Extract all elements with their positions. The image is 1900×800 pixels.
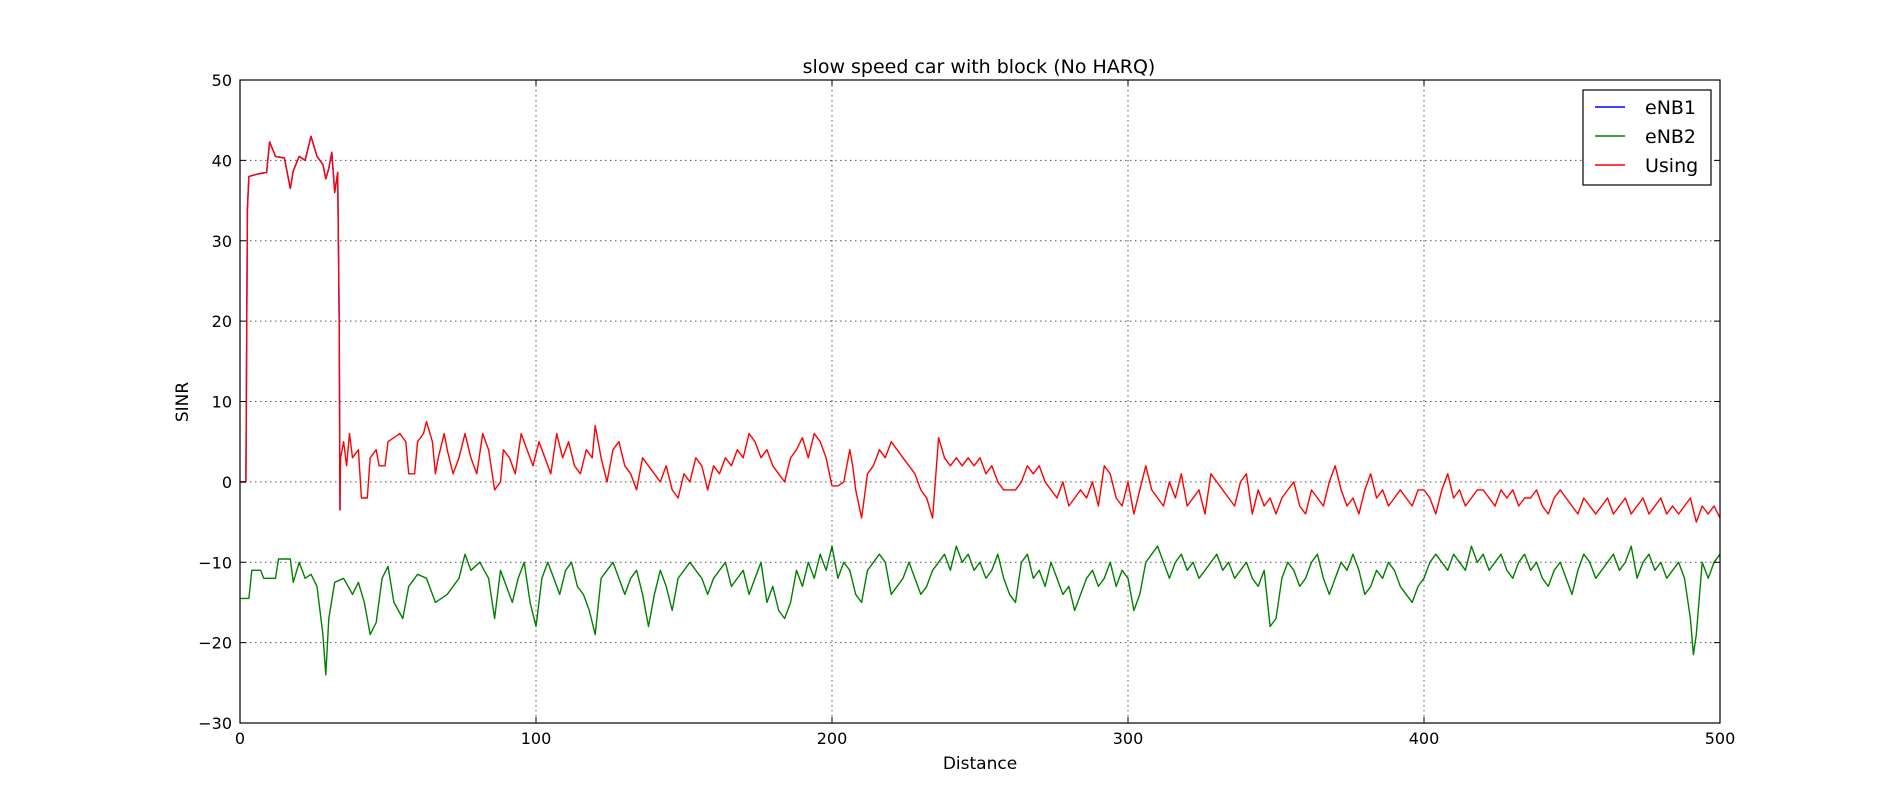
- y-tick-label: 30: [212, 232, 232, 251]
- y-tick-label: 20: [212, 312, 232, 331]
- x-tick-label: 200: [817, 729, 848, 748]
- y-tick-label: 50: [212, 71, 232, 90]
- x-tick-label: 0: [235, 729, 245, 748]
- legend-box: [1582, 89, 1712, 186]
- x-tick-label: 400: [1409, 729, 1440, 748]
- x-tick-label: 500: [1705, 729, 1736, 748]
- y-tick-label: 10: [212, 393, 232, 412]
- chart-title: slow speed car with block (No HARQ): [803, 56, 1156, 78]
- y-axis-label: SINR: [173, 382, 193, 423]
- y-tick-label: −20: [198, 634, 232, 653]
- legend-label: Using: [1645, 155, 1698, 177]
- plot-series: [240, 135, 1721, 676]
- legend-label: eNB1: [1645, 97, 1696, 119]
- y-tick-label: 0: [222, 473, 232, 492]
- x-axis-label: Distance: [943, 754, 1017, 774]
- legend-label: eNB2: [1645, 126, 1696, 148]
- legend: eNB1 eNB2 Using: [1582, 89, 1712, 186]
- y-tick-label: −10: [198, 553, 232, 572]
- y-tick-label: −30: [198, 714, 232, 733]
- series-line-using: [240, 135, 1721, 523]
- series-line-enb2: [240, 545, 1721, 676]
- y-tick-label: 40: [212, 151, 232, 170]
- axis-ticks: 0 100 200 300 400 500 −30 −20 −10 0 10 20 30 40 50: [198, 71, 1735, 748]
- x-tick-label: 300: [1113, 729, 1144, 748]
- x-tick-label: 100: [521, 729, 552, 748]
